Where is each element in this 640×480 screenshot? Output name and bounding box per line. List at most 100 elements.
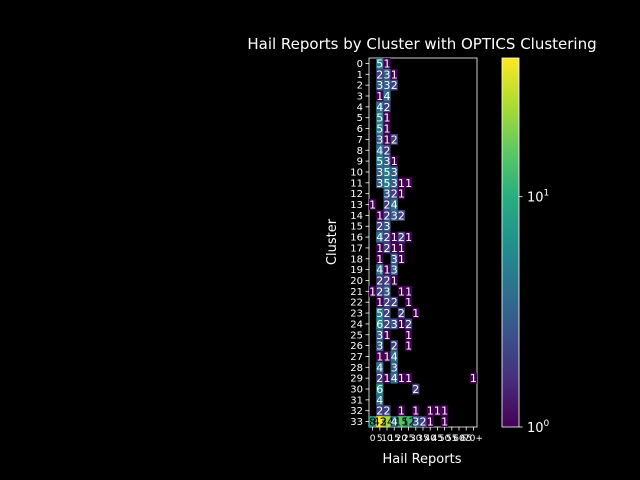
y-tick-label: 13: [350, 200, 363, 211]
heatmap-cell: [383, 177, 391, 189]
x-tick-label: 25: [403, 434, 414, 444]
heatmap-cell: [390, 264, 398, 276]
cell-value-label: 4: [376, 361, 383, 374]
heatmap-cell: [469, 372, 477, 384]
x-tick-label: 65: [460, 434, 471, 444]
y-tick-labels: 0123456789101112131415161718192021222324…: [350, 59, 369, 428]
heatmap-cell: [412, 307, 420, 319]
heatmap-cell: [383, 123, 391, 134]
y-tick-label: 10: [350, 167, 363, 178]
heatmap-cell: [383, 351, 391, 362]
cell-value-label: 5: [376, 123, 383, 136]
cell-value-label: 2: [376, 68, 383, 81]
heatmap-cell: [383, 155, 391, 167]
cell-value-label: 1: [398, 405, 405, 418]
heatmap-cell: [383, 372, 391, 384]
heatmap-cell: [383, 275, 391, 286]
heatmap-cell: [376, 394, 384, 406]
heatmap-cell: [383, 209, 391, 221]
cell-value-label: 4: [376, 394, 383, 407]
cell-value-label: 4: [376, 264, 383, 277]
heatmap-cell: [383, 199, 391, 210]
cell-value-label: 1: [376, 90, 383, 103]
heatmap-cell: [405, 285, 413, 297]
heatmap-cell: [383, 296, 391, 308]
heatmap-cell: [376, 112, 384, 124]
heatmap-cell: [397, 188, 405, 200]
x-tick-label: 20: [396, 434, 408, 444]
y-tick-label: 26: [350, 341, 363, 352]
cell-value-label: 1: [405, 329, 412, 342]
heatmap-cell: [390, 188, 398, 200]
heatmap-cell: [390, 133, 398, 145]
heatmap-cell: [376, 220, 384, 232]
heatmap-cell: [376, 372, 384, 384]
y-tick-label: 3: [357, 91, 363, 102]
heatmap-cell: [397, 405, 405, 417]
cell-value-label: 3: [384, 155, 391, 168]
colorbar-tick-label: 100: [527, 419, 550, 436]
y-tick-label: 0: [357, 59, 363, 70]
cell-value-label: 1: [412, 307, 419, 320]
cell-value-label: 5: [376, 155, 383, 168]
x-tick-label: 35: [417, 434, 428, 444]
cell-value-label: 15: [394, 416, 408, 429]
heatmap-cell: [369, 199, 377, 210]
y-tick-label: 7: [357, 135, 363, 146]
cell-value-label: 4: [376, 231, 383, 244]
cell-value-label: 1: [384, 112, 391, 125]
x-tick-label: 30: [410, 434, 422, 444]
x-tick-label: 15: [388, 434, 399, 444]
y-tick-label: 8: [357, 146, 363, 157]
y-tick-label: 5: [357, 113, 363, 124]
x-tick-label: 50: [439, 434, 451, 444]
y-axis-label: Cluster: [325, 218, 340, 265]
heatmap-cell: [376, 383, 384, 395]
heatmap-cell: [397, 307, 405, 319]
heatmap-cell: [390, 68, 398, 80]
heatmap-cell: [383, 90, 391, 102]
heatmap-cell: [405, 329, 413, 341]
heatmap-cell: [390, 199, 398, 210]
cell-value-label: 3: [384, 285, 391, 298]
heatmap-cell: [383, 101, 391, 113]
heatmap-cell: [376, 155, 384, 167]
heatmap-cell: [376, 253, 384, 265]
heatmap-cell: [383, 264, 391, 276]
colorbar: [501, 57, 520, 428]
x-tick-label: 60: [453, 434, 465, 444]
heatmap-cell: [419, 416, 427, 427]
cell-value-label: 1: [398, 188, 405, 201]
cell-value-label: 3: [391, 318, 398, 331]
heatmap-cell: [390, 231, 398, 243]
cell-value-label: 3: [376, 79, 383, 92]
cell-value-label: 3: [376, 133, 383, 146]
cell-value-label: 2: [391, 340, 398, 353]
heatmap-cell: [397, 318, 405, 330]
cell-value-label: 2: [376, 405, 383, 418]
y-tick-label: 33: [350, 417, 363, 428]
cell-value-label: 4: [376, 144, 383, 157]
cell-value-label: 1: [376, 296, 383, 309]
cell-value-label: 1: [398, 253, 405, 266]
heatmap-cell: [412, 383, 420, 395]
x-tick-label: 70+: [464, 434, 483, 444]
cell-value-label: 3: [384, 68, 391, 81]
cell-value-label: 2: [384, 274, 391, 287]
cell-value-label: 2: [384, 199, 391, 212]
cell-value-label: 1: [391, 231, 398, 244]
cell-value-label: 4: [391, 199, 398, 212]
cell-value-label: 1: [384, 123, 391, 136]
heatmap-cell: [390, 209, 398, 221]
y-tick-label: 24: [350, 319, 363, 330]
heatmap-cell: [405, 296, 413, 308]
cell-value-label: 2: [376, 274, 383, 287]
heatmap-cell: [376, 285, 384, 297]
heatmap-cell: [376, 101, 384, 113]
heatmap-cell: [383, 188, 391, 200]
heatmap-cell: [405, 340, 413, 352]
cell-value-label: 2: [376, 372, 383, 385]
y-tick-label: 17: [350, 243, 363, 254]
cell-annotations: 5 12 3 13 3 21 44 25 15 13 1 24 25 3 13 5 33 5 3 1 13 2 11 2 41 2…: [369, 57, 477, 428]
